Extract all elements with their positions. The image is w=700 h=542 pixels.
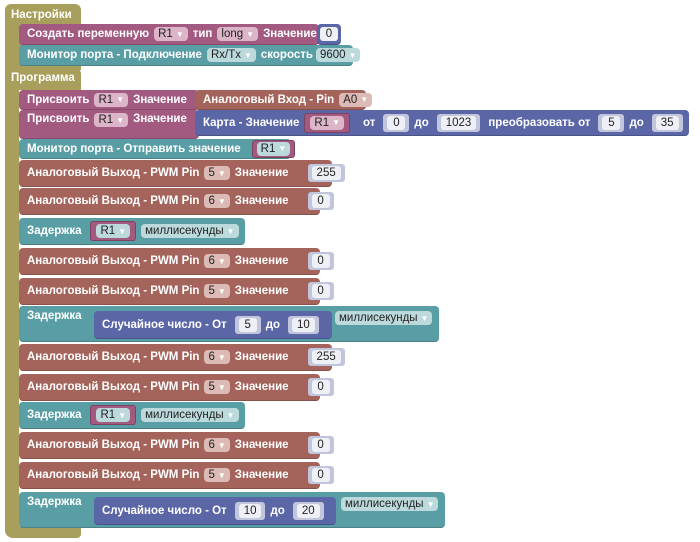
- variable-socket[interactable]: R1 ▼: [251, 139, 296, 158]
- chevron-down-icon: ▼: [360, 95, 369, 104]
- from-field[interactable]: 0: [387, 115, 406, 130]
- value-field[interactable]: 0: [311, 380, 330, 394]
- value-field[interactable]: 0: [311, 468, 330, 482]
- value-field[interactable]: 0: [311, 194, 330, 208]
- value-field[interactable]: 0: [320, 27, 338, 41]
- chevron-down-icon: ▼: [118, 226, 127, 236]
- variable-dropdown[interactable]: R1 ▼: [154, 27, 188, 41]
- setup-title: Настройки: [11, 9, 72, 21]
- pwm-output-block[interactable]: Аналоговый Выход - PWM Pin 5 ▼ Значение 255: [19, 160, 345, 187]
- chevron-down-icon: ▼: [175, 29, 184, 39]
- chevron-down-icon: ▼: [217, 352, 226, 362]
- pin-dropdown[interactable]: 5 ▼: [204, 380, 230, 394]
- pwm-output-block[interactable]: Аналоговый Выход - PWM Pin 5 ▼ Значение 0: [19, 462, 334, 489]
- variable-socket[interactable]: R1 ▼: [304, 112, 351, 133]
- value-field[interactable]: 0: [311, 438, 330, 452]
- map-block[interactable]: Карта - Значение R1 ▼ от 0 до 1023 преобр…: [195, 110, 689, 136]
- pwm-output-block[interactable]: Аналоговый Выход - PWM Pin 5 ▼ Значение 0: [19, 374, 334, 401]
- chevron-down-icon: ▼: [116, 115, 125, 125]
- pwm-output-block[interactable]: Аналоговый Выход - PWM Pin 6 ▼ Значение 255: [19, 344, 345, 371]
- unit-dropdown[interactable]: миллисекунды ▼: [141, 408, 239, 422]
- to-field[interactable]: 20: [296, 503, 320, 518]
- unit-dropdown[interactable]: миллисекунды ▼: [141, 224, 239, 238]
- chevron-down-icon: ▼: [348, 50, 357, 60]
- chevron-down-icon: ▼: [246, 29, 255, 39]
- speed-dropdown[interactable]: 9600 ▼: [315, 48, 361, 62]
- from-field[interactable]: 10: [238, 503, 262, 518]
- variable-dropdown[interactable]: R1 ▼: [94, 113, 129, 127]
- chevron-down-icon: ▼: [118, 410, 127, 420]
- chevron-down-icon: ▼: [217, 196, 226, 206]
- value-field[interactable]: 255: [311, 166, 341, 180]
- pin-dropdown[interactable]: 6 ▼: [204, 254, 230, 268]
- pin-dropdown[interactable]: 5 ▼: [204, 284, 230, 298]
- pwm-output-block[interactable]: Аналоговый Выход - PWM Pin 6 ▼ Значение 0: [19, 188, 334, 215]
- chevron-down-icon: ▼: [420, 313, 429, 323]
- chevron-down-icon: ▼: [278, 144, 287, 153]
- chevron-down-icon: ▼: [217, 440, 226, 450]
- variable-dropdown[interactable]: R1 ▼: [96, 408, 131, 422]
- value-field[interactable]: 255: [311, 350, 341, 364]
- variable-socket[interactable]: R1 ▼: [90, 405, 137, 425]
- value-field[interactable]: 0: [311, 254, 330, 268]
- chevron-down-icon: ▼: [217, 470, 226, 480]
- pwm-output-block[interactable]: Аналоговый Выход - PWM Pin 6 ▼ Значение 0: [19, 432, 334, 459]
- delay-block[interactable]: Задержка R1 ▼ миллисекунды ▼: [19, 218, 245, 245]
- delay-block[interactable]: Задержка R1 ▼ миллисекунды ▼: [19, 402, 245, 429]
- chevron-down-icon: ▼: [332, 118, 341, 127]
- assign-block[interactable]: Присвоить R1 ▼ Значение: [19, 90, 199, 110]
- unit-dropdown[interactable]: миллисекунды ▼: [341, 497, 439, 511]
- unit-dropdown[interactable]: миллисекунды ▼: [335, 311, 433, 325]
- chevron-down-icon: ▼: [226, 410, 235, 420]
- pin-dropdown[interactable]: 6 ▼: [204, 438, 230, 452]
- variable-socket[interactable]: R1 ▼: [90, 221, 137, 241]
- to-field[interactable]: 10: [292, 317, 315, 332]
- convert-from-field[interactable]: 5: [602, 115, 621, 130]
- pin-dropdown[interactable]: A0 ▼: [339, 92, 373, 107]
- random-number-block[interactable]: Случайное число - От 10 до 20: [94, 497, 336, 525]
- pin-dropdown[interactable]: 6 ▼: [204, 350, 230, 364]
- pin-dropdown[interactable]: 6 ▼: [204, 194, 230, 208]
- program-block[interactable]: [5, 68, 81, 90]
- create-variable-block[interactable]: Создать переменную R1 ▼ тип long ▼ Значени…: [19, 24, 319, 45]
- random-number-block[interactable]: Случайное число - От 5 до 10: [94, 311, 332, 339]
- pwm-output-block[interactable]: Аналоговый Выход - PWM Pin 5 ▼ Значение 0: [19, 278, 334, 305]
- chevron-down-icon: ▼: [217, 286, 226, 296]
- chevron-down-icon: ▼: [217, 256, 226, 266]
- type-dropdown[interactable]: long ▼: [217, 27, 259, 41]
- port-dropdown[interactable]: Rx/Tx ▼: [206, 48, 256, 62]
- chevron-down-icon: ▼: [426, 499, 435, 509]
- variable-dropdown[interactable]: R1 ▼: [96, 224, 131, 238]
- chevron-down-icon: ▼: [217, 382, 226, 392]
- pin-dropdown[interactable]: 5 ▼: [204, 468, 230, 482]
- variable-dropdown[interactable]: R1 ▼: [94, 92, 129, 107]
- from-field[interactable]: 5: [238, 317, 257, 332]
- serial-send-block[interactable]: Монитор порта - Отправить значение R1 ▼: [19, 139, 296, 159]
- value-field[interactable]: 0: [311, 284, 330, 298]
- program-title: Программа: [11, 72, 75, 84]
- chevron-down-icon: ▼: [116, 95, 125, 104]
- pwm-output-block[interactable]: Аналоговый Выход - PWM Pin 6 ▼ Значение 0: [19, 248, 334, 275]
- convert-to-field[interactable]: 35: [655, 115, 679, 130]
- analog-input-block[interactable]: Аналоговый Вход - Pin A0 ▼: [195, 90, 373, 110]
- to-field[interactable]: 1023: [440, 115, 477, 130]
- chevron-down-icon: ▼: [217, 168, 226, 178]
- pin-dropdown[interactable]: 5 ▼: [204, 166, 230, 180]
- assign-block[interactable]: Присвоить R1 ▼ Значение: [19, 110, 199, 139]
- serial-connect-block[interactable]: Монитор порта - Подключение Rx/Tx ▼ скоро…: [19, 45, 361, 66]
- chevron-down-icon: ▼: [243, 50, 252, 60]
- chevron-down-icon: ▼: [226, 226, 235, 236]
